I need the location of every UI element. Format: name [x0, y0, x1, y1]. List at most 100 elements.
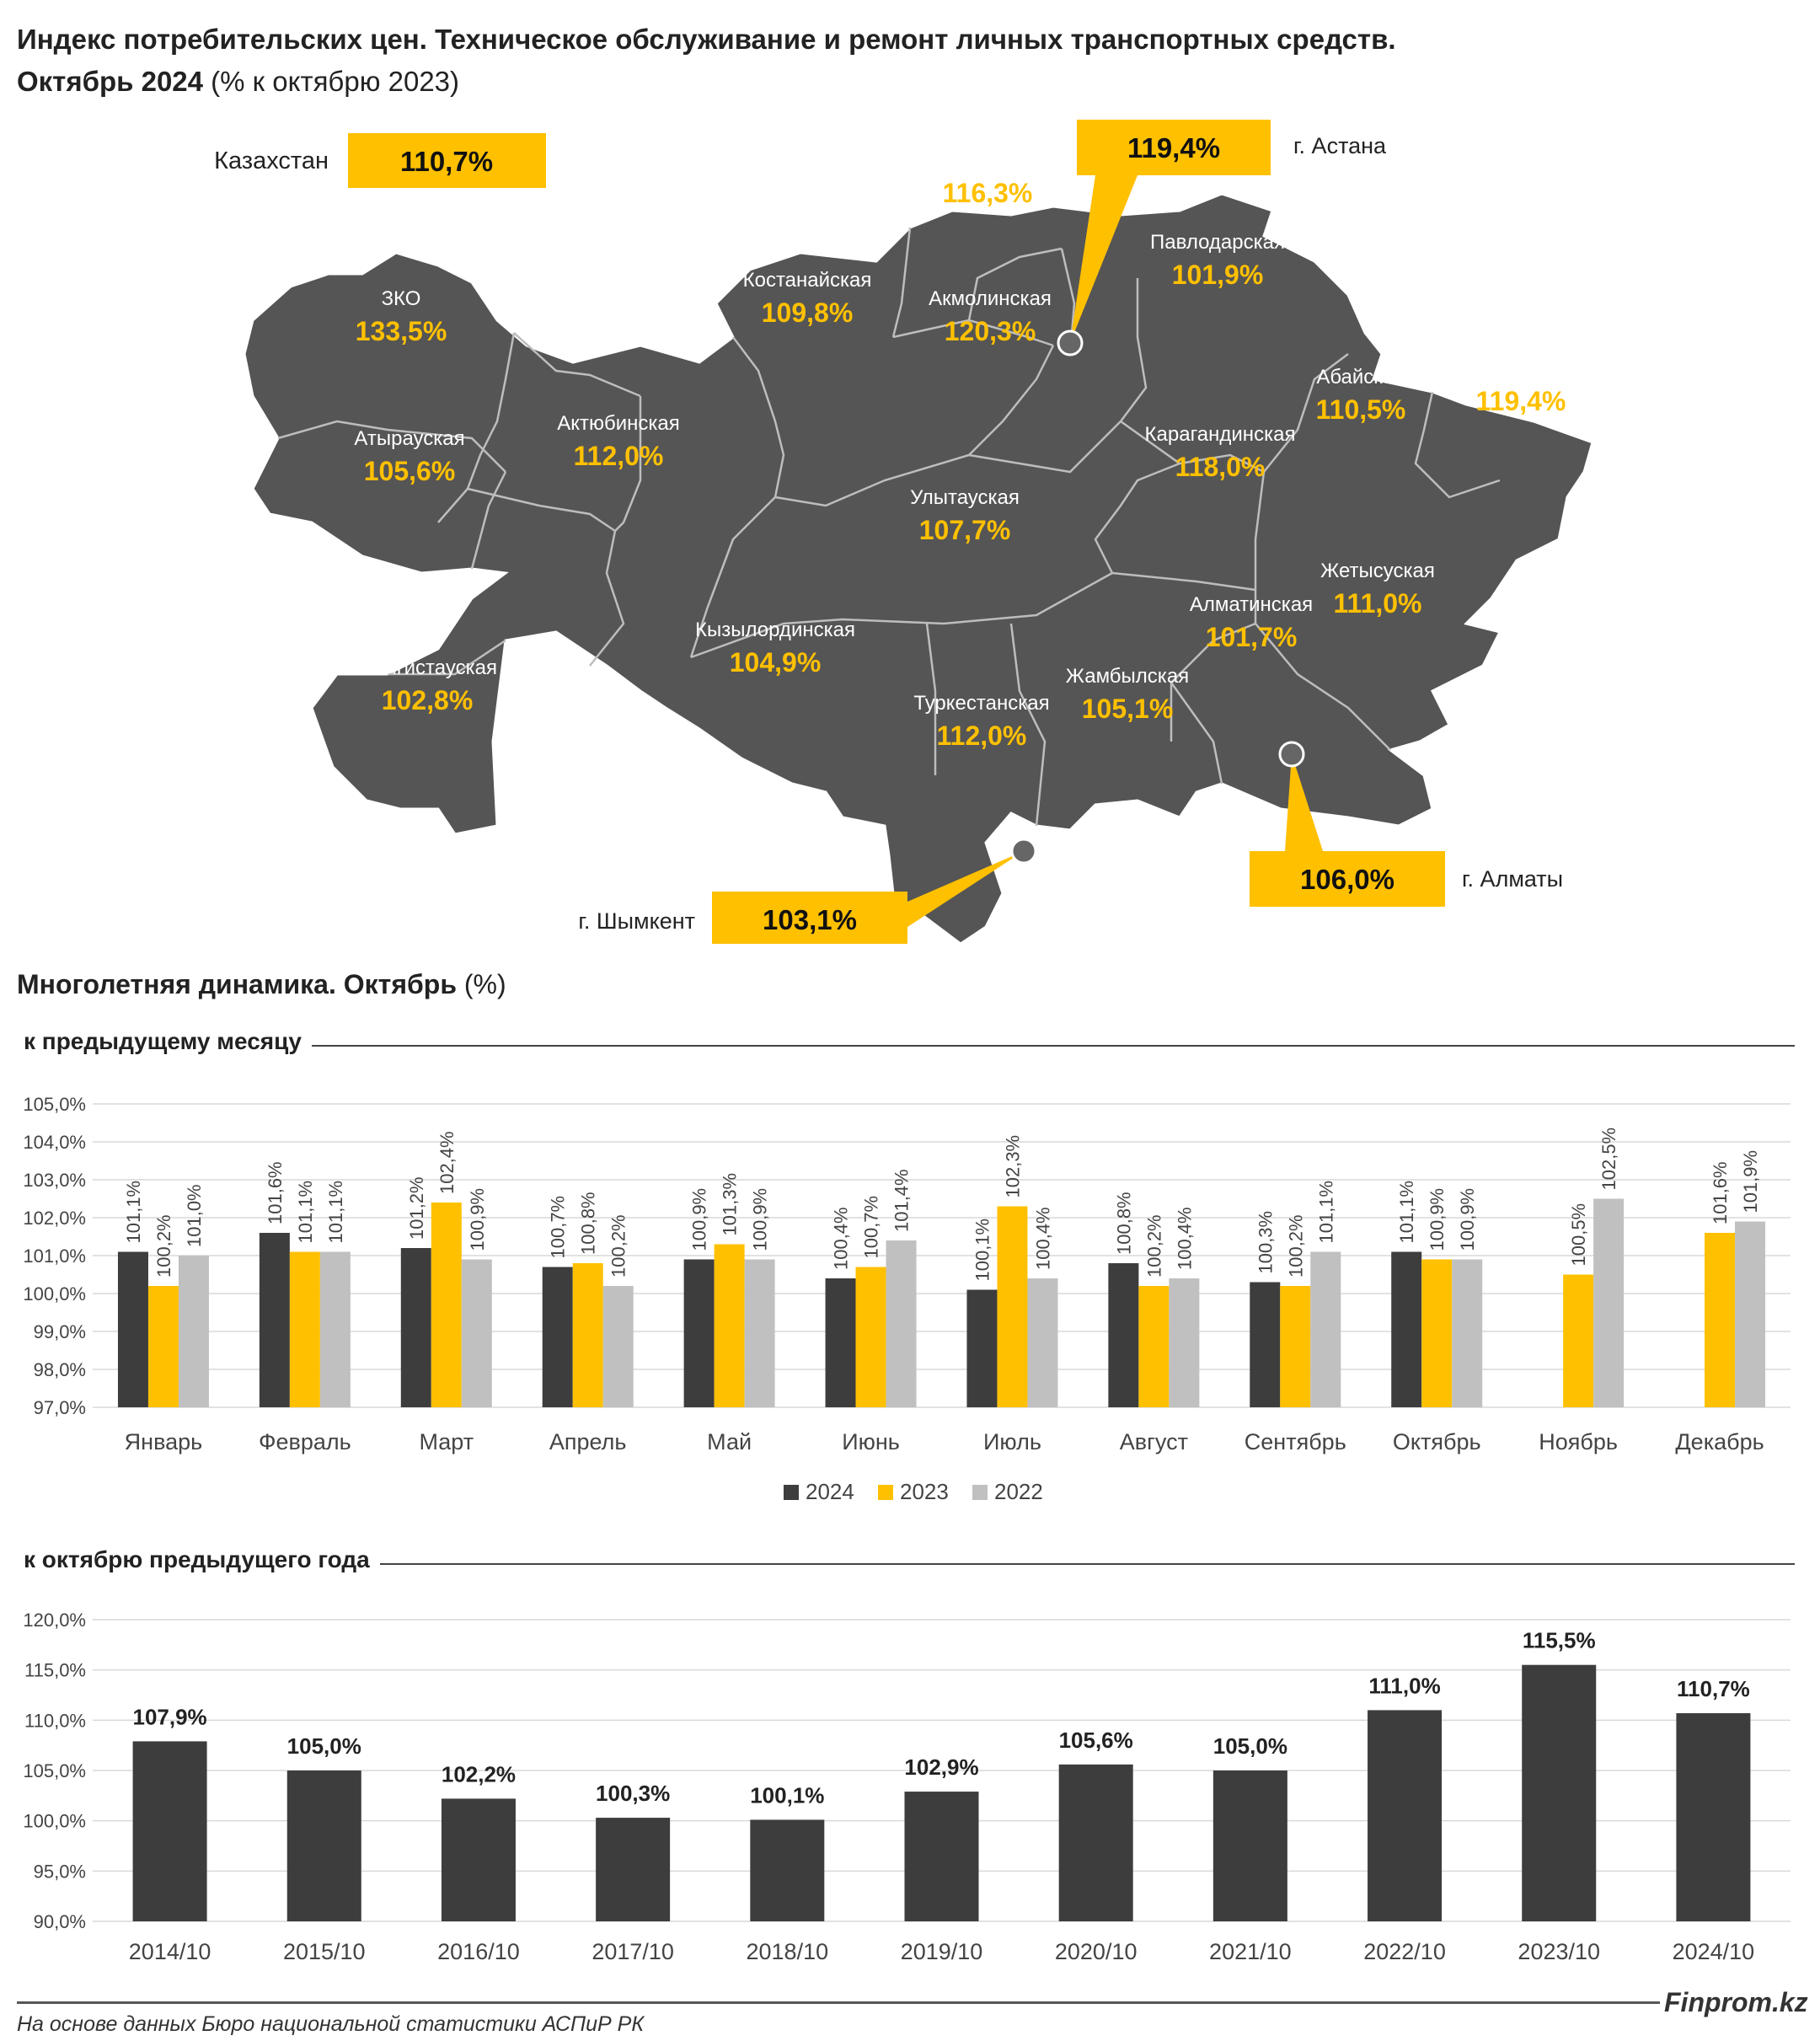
bar-2024: [966, 1289, 998, 1407]
x-tick-label: Июнь: [842, 1429, 900, 1454]
city-value-box: [1250, 851, 1445, 907]
x-tick-label: 2014/10: [129, 1939, 211, 1964]
bar-2023: [855, 1267, 886, 1407]
region-value: 112,0%: [937, 721, 1027, 751]
region-name: Акмолинская: [929, 287, 1052, 310]
data-label: 100,2%: [1285, 1214, 1306, 1278]
page-title: Индекс потребительских цен. Техническое …: [17, 19, 1396, 103]
region-name: Алматинская: [1190, 593, 1313, 616]
region-name: Жамбылская: [1066, 665, 1189, 688]
data-label: 100,8%: [578, 1192, 599, 1255]
region-border: [1255, 623, 1391, 751]
title-line-1: Индекс потребительских цен. Техническое …: [17, 24, 1396, 55]
bar-2024: [1108, 1263, 1139, 1407]
bar-yearly: [904, 1792, 979, 1921]
x-tick-label: 2020/10: [1055, 1939, 1138, 1964]
legend-swatch: [878, 1485, 893, 1500]
bar-2022: [1169, 1278, 1200, 1407]
region-border: [1094, 462, 1180, 574]
region-border: [925, 623, 937, 775]
city-value-box: [1077, 120, 1271, 175]
city-marker: [1278, 741, 1305, 768]
region-value: 116,3%: [943, 178, 1033, 208]
region-value: 118,0%: [1175, 452, 1266, 482]
region-border: [1120, 420, 1265, 474]
map-region-labels: Казахстан 110,7% СКО 116,3% Павлодарская 101,…: [214, 133, 1566, 751]
bar-2022: [744, 1259, 775, 1407]
data-label: 100,1%: [750, 1782, 824, 1808]
data-label: 100,5%: [1568, 1203, 1589, 1267]
data-label: 100,2%: [1143, 1214, 1164, 1278]
footer-rule: [17, 2001, 1660, 2004]
region-name: Туркестанская: [913, 692, 1049, 715]
city-name: г. Алматы: [1462, 866, 1563, 892]
data-label: 100,9%: [1427, 1188, 1448, 1251]
data-label: 100,7%: [548, 1196, 569, 1259]
yearly-bar-chart: 90,0% 95,0% 100,0% 105,0% 110,0% 115,0% 120,0%…: [23, 1610, 1791, 1964]
bar-2023: [1563, 1274, 1594, 1407]
y-tick-label: 105,0%: [23, 1760, 86, 1781]
y-tick-label: 103,0%: [23, 1170, 86, 1191]
bar-2024: [117, 1251, 148, 1407]
region-value: 120,3%: [945, 316, 1036, 346]
bar-2022: [1027, 1278, 1058, 1407]
bar-2022: [178, 1256, 209, 1407]
kazakhstan-value: 110,7%: [400, 146, 493, 177]
data-label: 100,8%: [1113, 1192, 1134, 1255]
bar-yearly: [1212, 1770, 1287, 1921]
map-silhouette: [243, 192, 1594, 944]
x-tick-label: Октябрь: [1393, 1429, 1481, 1454]
data-label: 100,3%: [1255, 1211, 1276, 1274]
region-name: Костанайская: [743, 269, 872, 292]
city-value: 106,0%: [1300, 864, 1394, 895]
callout-pointer: [1070, 175, 1138, 343]
region-name: ЗКО: [382, 287, 421, 310]
callout-pointer: [1285, 754, 1323, 851]
y-tick-label: 104,0%: [23, 1132, 86, 1153]
region-value: 133,5%: [356, 316, 447, 346]
source-note: На основе данных Бюро национальной стати…: [17, 2012, 645, 2036]
y-tick-label: 120,0%: [23, 1610, 86, 1631]
region-border: [1254, 471, 1266, 624]
callout-pointer: [907, 851, 1024, 927]
region-name: Павлодарская: [1150, 231, 1285, 254]
region-name: СКО: [966, 149, 1009, 172]
data-label: 107,9%: [132, 1704, 206, 1729]
bar-2023: [714, 1244, 745, 1407]
region-border: [437, 332, 516, 523]
bar-yearly: [1676, 1712, 1751, 1921]
x-tick-label: 2015/10: [283, 1939, 366, 1964]
data-label: 100,3%: [596, 1781, 670, 1806]
y-tick-label: 105,0%: [23, 1094, 86, 1115]
data-label: 100,7%: [861, 1196, 882, 1259]
region-border: [967, 247, 1063, 321]
region-border: [689, 496, 776, 658]
dynamics-title: Многолетняя динамика. Октябрь (%): [17, 969, 506, 999]
data-label: 102,5%: [1598, 1128, 1619, 1191]
x-tick-label: 2016/10: [437, 1939, 520, 1964]
bar-2024: [259, 1233, 290, 1407]
bar-yearly: [132, 1741, 207, 1921]
map-body: [243, 192, 1594, 944]
y-tick-label: 100,0%: [23, 1283, 86, 1304]
region-value: 109,8%: [762, 297, 854, 328]
region-border: [614, 396, 642, 532]
title-line-2: Октябрь 2024 (% к октябрю 2023): [17, 66, 460, 97]
data-label: 111,0%: [1368, 1673, 1440, 1698]
region-name: Карагандинская: [1145, 423, 1296, 446]
region-name: Абайская: [1316, 366, 1405, 388]
bar-2023: [997, 1206, 1028, 1407]
data-label: 100,9%: [467, 1188, 488, 1251]
data-label: 101,1%: [1315, 1181, 1336, 1244]
map-region-borders: [277, 227, 1501, 827]
bar-2024: [1250, 1282, 1281, 1407]
region-border: [968, 421, 1121, 474]
bar-2023: [1421, 1259, 1453, 1407]
data-label: 101,2%: [406, 1176, 427, 1240]
city-value: 119,4%: [1127, 132, 1220, 163]
y-tick-label: 98,0%: [34, 1359, 86, 1380]
region-name: Мангистауская: [357, 656, 497, 679]
bar-2023: [431, 1203, 462, 1407]
data-label: 101,1%: [295, 1181, 316, 1244]
yearly-rule: [25, 1563, 1795, 1565]
